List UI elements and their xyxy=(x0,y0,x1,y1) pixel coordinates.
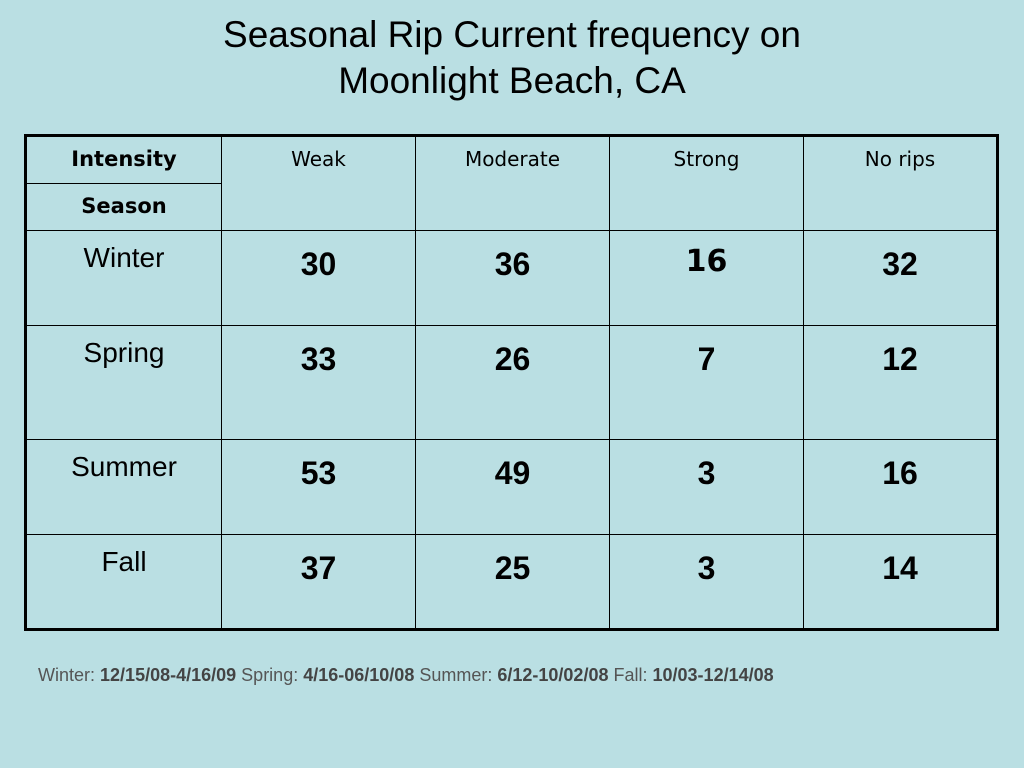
row-label-summer: Summer xyxy=(25,439,222,535)
table-cell: 7 xyxy=(609,325,804,440)
row-label-fall: Fall xyxy=(25,534,222,630)
table-cell: 25 xyxy=(415,534,610,630)
footer-fall-range: 10/03-12/14/08 xyxy=(652,665,774,685)
column-header-no-rips: No rips xyxy=(803,135,998,231)
footer-winter-label: Winter: xyxy=(38,665,96,685)
table-cell: 53 xyxy=(221,439,416,535)
row-label-spring: Spring xyxy=(25,325,222,440)
title-line-2: Moonlight Beach, CA xyxy=(338,60,686,101)
corner-season-label: Season xyxy=(25,183,222,231)
table-row: Winter 30 36 16 32 xyxy=(25,230,998,326)
table-row: Spring 33 26 7 12 xyxy=(25,325,998,440)
table-cell: 30 xyxy=(221,230,416,326)
footer-winter-range: 12/15/08-4/16/09 xyxy=(100,665,237,685)
title-line-1: Seasonal Rip Current frequency on xyxy=(223,14,801,55)
footer-spring-label: Spring: xyxy=(241,665,299,685)
page-title: Seasonal Rip Current frequency on Moonli… xyxy=(0,12,1024,104)
footer-summer-label: Summer: xyxy=(419,665,493,685)
table-cell: 16 xyxy=(609,230,804,326)
header-row: Intensity Weak Moderate Strong No rips xyxy=(25,135,998,231)
footer-fall-label: Fall: xyxy=(613,665,648,685)
table-cell: 26 xyxy=(415,325,610,440)
column-header-weak: Weak xyxy=(221,135,416,231)
table-cell: 37 xyxy=(221,534,416,630)
table-cell: 33 xyxy=(221,325,416,440)
table-cell: 16 xyxy=(803,439,998,535)
corner-intensity-label: Intensity xyxy=(25,135,222,184)
table-cell: 12 xyxy=(803,325,998,440)
row-label-winter: Winter xyxy=(25,230,222,326)
footer-summer-range: 6/12-10/02/08 xyxy=(497,665,609,685)
table-cell: 49 xyxy=(415,439,610,535)
season-date-ranges: Winter: 12/15/08-4/16/09 Spring: 4/16-06… xyxy=(38,665,998,686)
table-cell: 3 xyxy=(609,439,804,535)
table-cell: 3 xyxy=(609,534,804,630)
column-header-strong: Strong xyxy=(609,135,804,231)
footer-spring-range: 4/16-06/10/08 xyxy=(303,665,415,685)
column-header-moderate: Moderate xyxy=(415,135,610,231)
rip-current-table: Intensity Weak Moderate Strong No rips S… xyxy=(24,134,999,631)
table-row: Summer 53 49 3 16 xyxy=(25,439,998,535)
table-cell: 32 xyxy=(803,230,998,326)
header-row-season: Season xyxy=(25,183,998,231)
table-cell: 14 xyxy=(803,534,998,630)
table-row: Fall 37 25 3 14 xyxy=(25,534,998,630)
table-cell: 36 xyxy=(415,230,610,326)
